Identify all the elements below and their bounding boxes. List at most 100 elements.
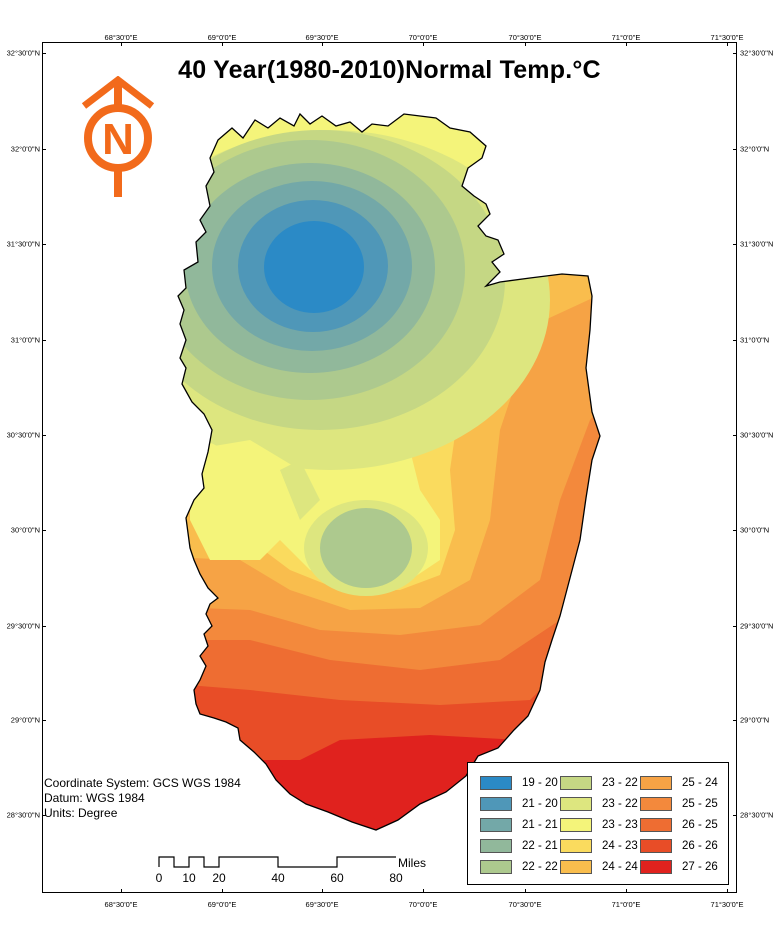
map-frame (42, 42, 737, 893)
latitude-label-left: 32°30'0"N (6, 48, 40, 58)
datum-text: Datum: WGS 1984 (44, 791, 145, 805)
scale-bar-label: 60 (330, 871, 344, 885)
tick-mark (42, 244, 46, 245)
scale-bar-label: 80 (389, 871, 403, 885)
tick-mark (733, 340, 737, 341)
longitude-label-bottom: 71°0'0"E (611, 900, 641, 909)
longitude-label-bottom: 70°30'0"E (508, 900, 542, 909)
latitude-label-right: 32°30'0"N (740, 48, 774, 58)
legend-item: 26 - 25 (640, 816, 718, 834)
coordinate-system-text: Coordinate System: GCS WGS 1984 (44, 776, 241, 790)
tick-mark (733, 626, 737, 627)
tick-mark (525, 42, 526, 46)
legend-label: 22 - 22 (522, 861, 558, 873)
legend-label: 25 - 24 (682, 777, 718, 789)
latitude-label-left: 31°0'0"N (10, 335, 40, 345)
legend-swatch (640, 776, 672, 790)
latitude-label-left: 29°30'0"N (6, 621, 40, 631)
legend-item: 24 - 24 (560, 858, 638, 876)
legend-item: 21 - 21 (480, 816, 558, 834)
longitude-label-top: 70°0'0"E (408, 33, 438, 42)
latitude-label-left: 29°0'0"N (10, 715, 40, 725)
tick-mark (121, 889, 122, 893)
legend-swatch (640, 818, 672, 832)
tick-mark (42, 530, 46, 531)
legend-label: 19 - 20 (522, 777, 558, 789)
latitude-label-right: 30°0'0"N (740, 525, 770, 535)
longitude-label-top: 71°0'0"E (611, 33, 641, 42)
legend-label: 26 - 25 (682, 819, 718, 831)
legend-item: 23 - 23 (560, 816, 638, 834)
longitude-label-top: 68°30'0"E (104, 33, 138, 42)
tick-mark (222, 889, 223, 893)
latitude-label-left: 31°30'0"N (6, 239, 40, 249)
latitude-label-left: 30°30'0"N (6, 430, 40, 440)
tick-mark (222, 42, 223, 46)
legend-item: 24 - 23 (560, 837, 638, 855)
scale-bar-label: 20 (212, 871, 226, 885)
tick-mark (626, 889, 627, 893)
legend-item: 23 - 22 (560, 795, 638, 813)
temperature-zone (190, 440, 300, 560)
latitude-label-right: 32°0'0"N (740, 144, 770, 154)
legend-swatch (560, 797, 592, 811)
temperature-zone (264, 221, 364, 313)
tick-mark (42, 53, 46, 54)
tick-mark (733, 244, 737, 245)
longitude-label-bottom: 71°30'0"E (710, 900, 744, 909)
latitude-label-right: 29°30'0"N (740, 621, 774, 631)
map-title: 40 Year(1980-2010)Normal Temp.°C (178, 56, 601, 84)
legend-label: 26 - 26 (682, 840, 718, 852)
longitude-label-bottom: 70°0'0"E (408, 900, 438, 909)
latitude-label-right: 31°30'0"N (740, 239, 774, 249)
tick-mark (42, 815, 46, 816)
legend-label: 21 - 21 (522, 819, 558, 831)
legend-label: 24 - 23 (602, 840, 638, 852)
tick-mark (42, 149, 46, 150)
legend-swatch (640, 797, 672, 811)
longitude-label-bottom: 69°0'0"E (207, 900, 237, 909)
coordinate-system-info: Coordinate System: GCS WGS 1984 Datum: W… (44, 776, 241, 821)
tick-mark (121, 42, 122, 46)
tick-mark (322, 889, 323, 893)
temperature-zone (280, 460, 320, 520)
legend-item: 26 - 26 (640, 837, 718, 855)
longitude-label-top: 71°30'0"E (710, 33, 744, 42)
legend-label: 23 - 23 (602, 819, 638, 831)
tick-mark (626, 42, 627, 46)
tick-mark (423, 42, 424, 46)
legend-label: 21 - 20 (522, 798, 558, 810)
tick-mark (733, 530, 737, 531)
legend-item: 21 - 20 (480, 795, 558, 813)
scale-bar-label: 10 (182, 871, 196, 885)
legend-label: 27 - 26 (682, 861, 718, 873)
legend-item: 19 - 20 (480, 774, 558, 792)
tick-mark (42, 435, 46, 436)
legend-swatch (560, 776, 592, 790)
legend-swatch (480, 839, 512, 853)
legend-swatch (560, 860, 592, 874)
legend-swatch (480, 860, 512, 874)
tick-mark (733, 815, 737, 816)
north-arrow-icon: N (81, 76, 155, 197)
longitude-label-bottom: 68°30'0"E (104, 900, 138, 909)
svg-text:N: N (102, 115, 134, 164)
tick-mark (733, 435, 737, 436)
tick-mark (727, 889, 728, 893)
legend-label: 24 - 24 (602, 861, 638, 873)
longitude-label-top: 70°30'0"E (508, 33, 542, 42)
tick-mark (525, 889, 526, 893)
tick-mark (423, 889, 424, 893)
legend-item: 27 - 26 (640, 858, 718, 876)
legend-label: 23 - 22 (602, 798, 638, 810)
units-text: Units: Degree (44, 806, 118, 820)
latitude-label-right: 29°0'0"N (740, 715, 770, 725)
latitude-label-right: 28°30'0"N (740, 810, 774, 820)
latitude-label-left: 32°0'0"N (10, 144, 40, 154)
latitude-label-left: 30°0'0"N (10, 525, 40, 535)
scale-bar-label: 0 (156, 871, 163, 885)
legend-label: 23 - 22 (602, 777, 638, 789)
tick-mark (42, 340, 46, 341)
longitude-label-top: 69°30'0"E (305, 33, 339, 42)
